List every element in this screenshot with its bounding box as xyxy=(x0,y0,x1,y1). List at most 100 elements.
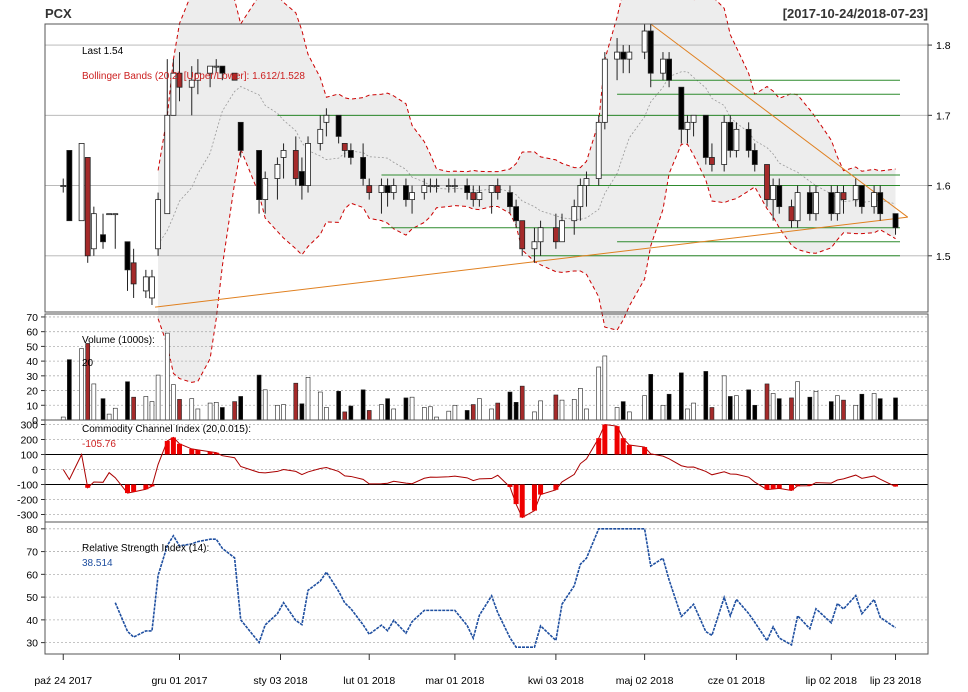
cci-extreme-fill xyxy=(124,484,130,494)
x-axis: paź 24 2017 gru 01 2017 sty 03 2018 lut 01 … xyxy=(34,654,921,687)
trend-line xyxy=(650,23,909,218)
candle xyxy=(409,192,415,201)
rsi-tick-label: 70 xyxy=(26,547,38,559)
candle xyxy=(60,185,67,187)
cci-extreme-fill xyxy=(795,484,801,486)
cci-extreme-fill xyxy=(531,484,537,511)
volume-bar xyxy=(709,407,715,421)
cci-extreme-fill xyxy=(788,484,794,491)
volume-bar xyxy=(155,374,161,421)
cci-extreme-fill xyxy=(507,484,513,487)
volume-tick-label: 40 xyxy=(26,356,38,368)
volume-tick-label: 30 xyxy=(26,371,38,383)
candle xyxy=(751,150,758,165)
cci-last-value: -105.76 xyxy=(82,439,116,450)
cci-extreme-fill xyxy=(602,424,608,455)
rsi-title: Relative Strength Index (14): xyxy=(82,543,209,554)
candle xyxy=(66,150,73,222)
candle xyxy=(571,206,578,222)
candle xyxy=(552,227,559,243)
candle xyxy=(299,171,305,186)
candle xyxy=(100,234,106,243)
volume-bar xyxy=(100,398,106,421)
candle xyxy=(452,185,458,187)
volume-bar xyxy=(859,393,865,421)
candle xyxy=(360,157,367,179)
cci-extreme-fill xyxy=(770,484,776,490)
candle xyxy=(834,192,841,215)
candle xyxy=(262,178,269,201)
cci-tick-label: 200 xyxy=(20,435,38,447)
cci-tick-label: 300 xyxy=(20,420,38,432)
price-tick-label: 1.5 xyxy=(936,251,951,263)
candle xyxy=(124,241,131,271)
candle xyxy=(421,185,428,193)
volume-bar xyxy=(177,399,182,421)
candle xyxy=(794,192,801,222)
volume-bar xyxy=(746,389,751,421)
volume-tick-label: 70 xyxy=(26,312,38,324)
volume-bar xyxy=(403,397,409,421)
volume-bar xyxy=(106,413,112,421)
volume-last-value: 20 xyxy=(82,358,94,369)
candle xyxy=(828,192,835,215)
candle xyxy=(494,185,501,193)
rsi-panel: 80 70 60 50 40 30 xyxy=(26,521,929,655)
volume-bar xyxy=(620,401,626,421)
candle xyxy=(559,220,565,243)
candle xyxy=(237,121,244,151)
candle xyxy=(323,114,330,123)
candle xyxy=(858,185,865,208)
cci-extreme-fill xyxy=(807,484,813,486)
cci-tick-label: 100 xyxy=(20,450,38,462)
volume-bar xyxy=(841,399,846,421)
x-tick-label: sty 03 2018 xyxy=(253,675,307,687)
volume-bar xyxy=(149,401,155,421)
candle xyxy=(130,262,137,285)
x-tick-label: cze 01 2018 xyxy=(708,675,765,687)
volume-bar xyxy=(379,404,384,421)
price-tick-label: 1.6 xyxy=(936,181,951,193)
volume-bar xyxy=(293,382,299,421)
volume-bar xyxy=(789,397,794,421)
volume-bar xyxy=(342,411,348,421)
cci-extreme-fill xyxy=(131,484,137,492)
bollinger-upper-line xyxy=(157,0,896,173)
candle xyxy=(745,128,752,151)
candle xyxy=(733,128,740,151)
volume-bar xyxy=(305,377,311,421)
cci-extreme-fill xyxy=(519,484,525,518)
volume-bar xyxy=(131,396,136,421)
candle xyxy=(666,58,672,81)
volume-title: Volume (1000s): xyxy=(82,335,155,346)
candle xyxy=(776,185,783,208)
candle xyxy=(378,185,385,193)
cci-extreme-fill xyxy=(177,443,183,455)
candle xyxy=(583,178,590,186)
cci-extreme-fill xyxy=(213,452,219,455)
volume-bar xyxy=(893,397,898,421)
volume-bar xyxy=(578,388,583,421)
volume-bar xyxy=(452,404,458,421)
cci-extreme-fill xyxy=(596,438,602,455)
cci-extreme-fill xyxy=(776,484,782,489)
volume-bar xyxy=(691,402,696,421)
candle xyxy=(852,185,859,201)
candle xyxy=(702,114,709,158)
candle xyxy=(112,213,119,216)
volume-tick-label: 60 xyxy=(26,327,38,339)
volume-bar xyxy=(734,395,739,421)
candle xyxy=(366,185,373,193)
cci-tick-label: -100 xyxy=(17,480,38,492)
candle xyxy=(292,150,299,179)
volume-bar xyxy=(538,400,543,421)
candle xyxy=(877,192,884,215)
candle xyxy=(595,121,602,179)
candle xyxy=(335,114,342,137)
candle xyxy=(764,164,770,201)
volume-bar xyxy=(422,407,427,421)
candle xyxy=(274,164,281,179)
candle xyxy=(519,220,526,250)
candle xyxy=(709,157,715,165)
candle xyxy=(347,150,354,158)
